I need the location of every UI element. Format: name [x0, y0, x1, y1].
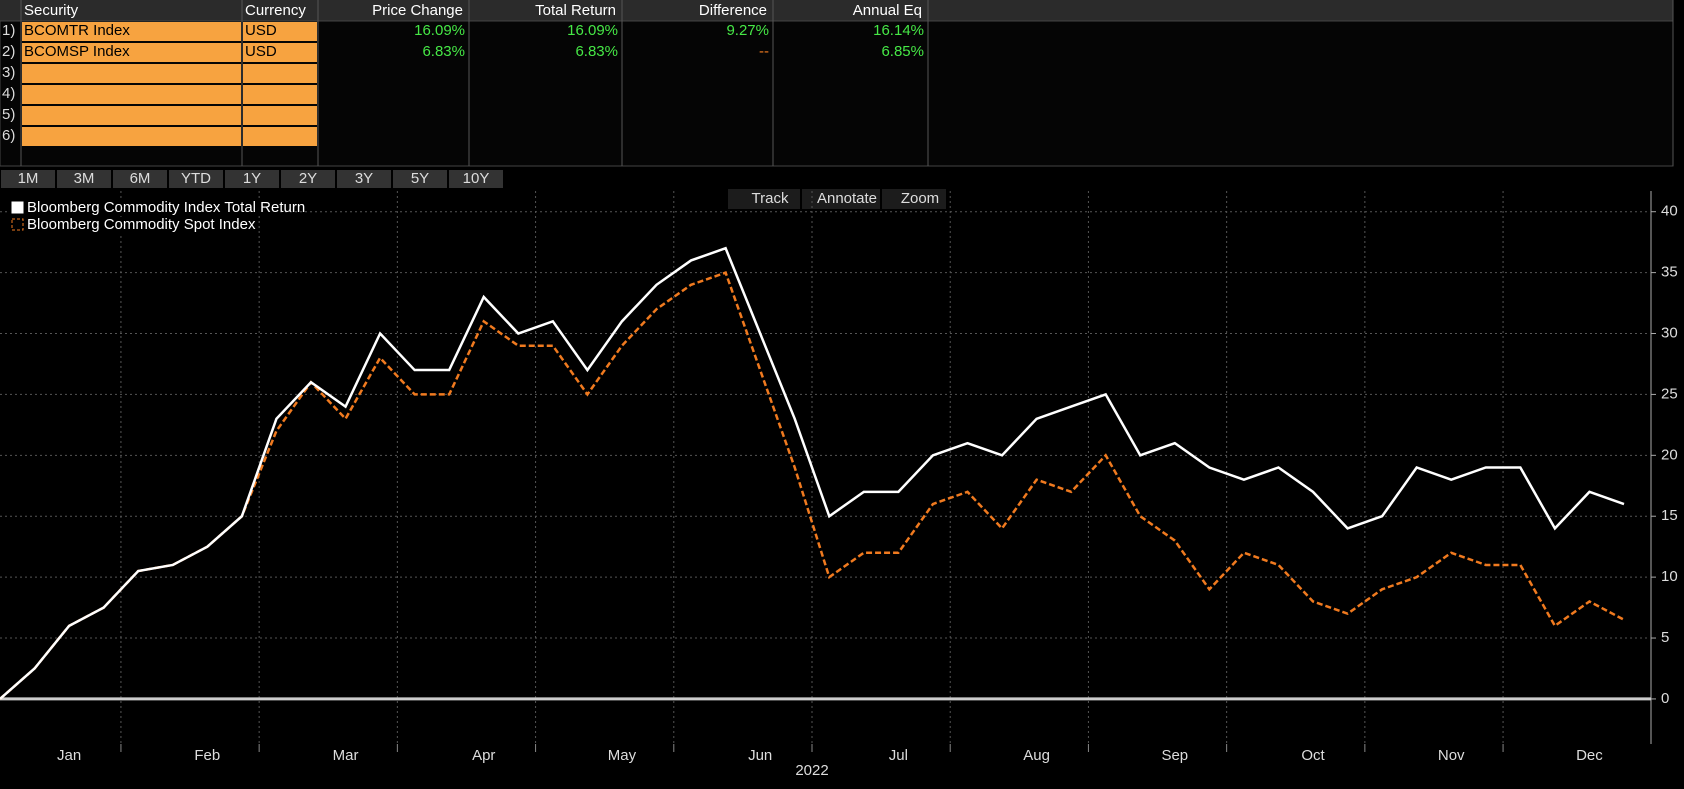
- legend-bg: [10, 200, 278, 216]
- security-cell[interactable]: [22, 22, 241, 41]
- table-cell: 16.09%: [414, 22, 465, 39]
- row-number: 3): [2, 64, 15, 81]
- y-tick-label: 30: [1661, 324, 1678, 341]
- range-button[interactable]: [169, 170, 223, 188]
- range-button[interactable]: [281, 170, 335, 188]
- row-number: 5): [2, 106, 15, 123]
- table-cell: USD: [245, 43, 277, 60]
- x-tick-label: May: [608, 747, 637, 764]
- table-header-cell: Price Change: [372, 2, 463, 19]
- range-button-label[interactable]: 1M: [18, 170, 39, 187]
- table-header-cell: Security: [24, 2, 79, 19]
- x-tick-label: Nov: [1438, 747, 1465, 764]
- y-tick-label: 20: [1661, 446, 1678, 463]
- toolbar-button[interactable]: [728, 189, 800, 209]
- currency-cell[interactable]: [243, 106, 317, 125]
- row-number: 2): [2, 43, 15, 60]
- range-button-label[interactable]: 3Y: [355, 170, 373, 187]
- security-cell[interactable]: [22, 43, 241, 62]
- currency-cell[interactable]: [243, 43, 317, 62]
- table-cell: 9.27%: [726, 22, 769, 39]
- table-cell: --: [759, 43, 769, 60]
- range-button-label[interactable]: 2Y: [299, 170, 317, 187]
- range-button-label[interactable]: 6M: [130, 170, 151, 187]
- range-button[interactable]: [57, 170, 111, 188]
- table-cell: 16.14%: [873, 22, 924, 39]
- y-tick-label: 40: [1661, 203, 1678, 220]
- x-tick-label: Dec: [1576, 747, 1603, 764]
- security-cell[interactable]: [22, 106, 241, 125]
- range-button[interactable]: [225, 170, 279, 188]
- range-button-label[interactable]: 3M: [74, 170, 95, 187]
- row-number: 1): [2, 22, 15, 39]
- table-cell: BCOMTR Index: [24, 22, 130, 39]
- table-header-cell: Difference: [699, 2, 767, 19]
- legend-bg: [10, 217, 230, 233]
- toolbar-label[interactable]: Annotate: [817, 190, 877, 207]
- legend-label: Bloomberg Commodity Index Total Return: [27, 199, 305, 216]
- y-tick-label: 25: [1661, 385, 1678, 402]
- range-button[interactable]: [393, 170, 447, 188]
- toolbar-button[interactable]: [882, 189, 946, 209]
- table-cell: USD: [245, 22, 277, 39]
- x-tick-label: Sep: [1161, 747, 1188, 764]
- range-button-label[interactable]: YTD: [181, 170, 211, 187]
- table-header-cell: Annual Eq: [853, 2, 922, 19]
- security-cell[interactable]: [22, 85, 241, 104]
- y-tick-label: 10: [1661, 568, 1678, 585]
- x-tick-label: Mar: [333, 747, 359, 764]
- range-button[interactable]: [113, 170, 167, 188]
- x-tick-label: Aug: [1023, 747, 1050, 764]
- series-line: [0, 246, 1625, 700]
- table-header-cell: Total Return: [535, 2, 616, 19]
- range-button-label[interactable]: 5Y: [411, 170, 429, 187]
- x-tick-label: Jun: [748, 747, 772, 764]
- range-button[interactable]: [449, 170, 503, 188]
- legend-swatch: [11, 201, 24, 214]
- toolbar-label[interactable]: Track: [752, 190, 789, 207]
- x-tick-label: Apr: [472, 747, 495, 764]
- legend-swatch: [11, 218, 24, 231]
- currency-cell[interactable]: [243, 22, 317, 41]
- x-tick-label: Oct: [1301, 747, 1325, 764]
- y-tick-label: 35: [1661, 264, 1678, 281]
- legend-label: Bloomberg Commodity Spot Index: [27, 216, 256, 233]
- range-button[interactable]: [337, 170, 391, 188]
- row-number: 4): [2, 85, 15, 102]
- toolbar-label[interactable]: Zoom: [901, 190, 939, 207]
- table-cell: 6.85%: [881, 43, 924, 60]
- table-cell: BCOMSP Index: [24, 43, 130, 60]
- currency-cell[interactable]: [243, 85, 317, 104]
- range-button-label[interactable]: 1Y: [243, 170, 261, 187]
- x-tick-label: Jul: [889, 747, 908, 764]
- table-header-cell: Currency: [245, 2, 306, 19]
- range-button-label[interactable]: 10Y: [463, 170, 490, 187]
- currency-cell[interactable]: [243, 127, 317, 146]
- y-tick-label: 15: [1661, 507, 1678, 524]
- row-number: 6): [2, 127, 15, 144]
- table-cell: 16.09%: [567, 22, 618, 39]
- table-header-bg: [0, 0, 1673, 21]
- range-button[interactable]: [1, 170, 55, 188]
- x-axis-label: 2022: [795, 762, 828, 779]
- series-line: [0, 271, 1625, 700]
- table-cell: 6.83%: [575, 43, 618, 60]
- toolbar-button[interactable]: [802, 189, 880, 209]
- x-tick-label: Jan: [57, 747, 81, 764]
- currency-cell[interactable]: [243, 64, 317, 83]
- x-tick-label: Feb: [194, 747, 220, 764]
- security-cell[interactable]: [22, 127, 241, 146]
- y-tick-label: 5: [1661, 629, 1669, 646]
- security-cell[interactable]: [22, 64, 241, 83]
- table-cell: 6.83%: [422, 43, 465, 60]
- y-tick-label: 0: [1661, 690, 1669, 707]
